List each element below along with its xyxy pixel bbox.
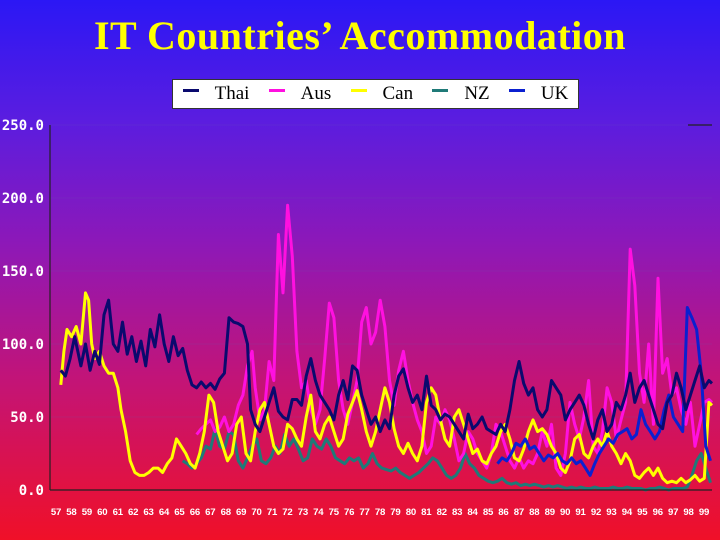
y-tick-label: 200.0 — [2, 191, 44, 207]
legend-label-aus: Aus — [300, 83, 332, 104]
legend-item-thai: Thai — [182, 83, 250, 105]
x-tick-label: 95 — [637, 507, 648, 518]
x-tick-label: 78 — [375, 507, 386, 518]
x-tick-label: 60 — [97, 507, 107, 518]
x-tick-label: 90 — [560, 507, 570, 518]
x-tick-labels: 57 58 59 60 61 62 63 64 65 66 67 68 69 70 71 72 73 74 75 76… — [51, 507, 709, 518]
x-tick-label: 64 — [159, 507, 170, 518]
series-layer — [59, 203, 714, 492]
y-tick-label: 250.0 — [2, 118, 44, 134]
x-tick-label: 92 — [591, 507, 601, 518]
x-tick-label: 99 — [699, 507, 709, 518]
x-tick-label: 94 — [622, 507, 633, 518]
x-tick-label: 72 — [282, 507, 292, 518]
x-tick-label: 66 — [190, 507, 200, 518]
x-tick-label: 98 — [683, 507, 694, 518]
x-tick-label: 61 — [113, 507, 124, 518]
x-tick-label: 73 — [298, 507, 308, 518]
x-tick-label: 74 — [313, 507, 324, 518]
x-tick-label: 91 — [575, 507, 586, 518]
chart-axes — [49, 124, 712, 491]
x-tick-label: 71 — [267, 507, 278, 518]
x-tick-label: 96 — [653, 507, 663, 518]
legend-item-uk: UK — [508, 83, 569, 105]
series-line-nz — [181, 427, 712, 492]
y-tick-label: 100.0 — [2, 337, 44, 353]
legend: Thai Aus Can NZ UK — [172, 79, 579, 109]
x-tick-label: 63 — [143, 507, 153, 518]
legend-label-thai: Thai — [214, 83, 250, 104]
x-tick-label: 87 — [514, 507, 524, 518]
x-tick-label: 58 — [66, 507, 77, 518]
series-line-thai — [59, 298, 714, 441]
x-tick-label: 68 — [221, 507, 232, 518]
y-tick-label: 0.0 — [19, 483, 44, 499]
x-tick-label: 97 — [668, 507, 678, 518]
legend-swatch-nz — [432, 88, 449, 92]
legend-swatch-aus — [268, 88, 285, 92]
x-tick-label: 79 — [390, 507, 400, 518]
legend-item-nz: NZ — [432, 83, 490, 105]
x-tick-label: 81 — [421, 507, 432, 518]
x-tick-label: 83 — [452, 507, 462, 518]
series-line-uk — [496, 306, 712, 477]
x-tick-label: 88 — [529, 507, 540, 518]
x-tick-label: 77 — [359, 507, 369, 518]
x-tick-label: 82 — [437, 507, 447, 518]
x-tick-label: 69 — [236, 507, 246, 518]
legend-item-aus: Aus — [268, 83, 332, 105]
y-tick-labels: 250.0 200.0 150.0 100.0 50.0 0.0 — [2, 118, 44, 499]
x-tick-label: 57 — [51, 507, 61, 518]
series-line-aus — [195, 203, 714, 477]
legend-label-nz: NZ — [464, 83, 490, 104]
x-tick-label: 75 — [329, 507, 340, 518]
x-tick-label: 62 — [128, 507, 138, 518]
y-tick-label: 50.0 — [10, 410, 44, 426]
x-tick-label: 67 — [205, 507, 215, 518]
x-tick-label: 89 — [545, 507, 555, 518]
x-tick-label: 59 — [82, 507, 92, 518]
x-tick-label: 70 — [251, 507, 261, 518]
x-tick-label: 93 — [606, 507, 616, 518]
legend-label-can: Can — [382, 83, 414, 104]
legend-item-can: Can — [350, 83, 414, 105]
legend-label-uk: UK — [540, 83, 569, 104]
series-line-can — [59, 291, 714, 485]
x-tick-label: 76 — [344, 507, 354, 518]
chart-title: IT Countries’ Accommodation — [93, 13, 626, 58]
x-tick-label: 65 — [174, 507, 185, 518]
legend-swatch-can — [350, 88, 367, 92]
legend-swatch-thai — [182, 88, 199, 92]
x-tick-label: 84 — [467, 507, 478, 518]
legend-swatch-uk — [508, 88, 525, 92]
x-tick-label: 80 — [406, 507, 416, 518]
x-tick-label: 86 — [498, 507, 508, 518]
x-tick-label: 85 — [483, 507, 494, 518]
y-tick-label: 150.0 — [2, 264, 44, 280]
